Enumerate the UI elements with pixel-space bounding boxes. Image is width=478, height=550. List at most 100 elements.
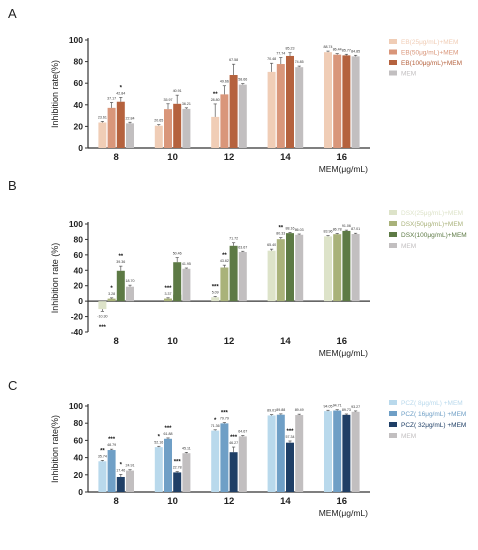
data-label: 77.74 (276, 52, 285, 56)
data-label: 86.78 (333, 227, 342, 231)
x-tick-label: 10 (167, 152, 178, 163)
data-label: 37.17 (107, 96, 116, 100)
significance-marker: ** (118, 254, 123, 260)
data-label: -10.30 (97, 314, 107, 318)
data-label: 40.91 (173, 89, 182, 93)
y-tick-label: 0 (78, 487, 83, 497)
significance-marker: * (120, 85, 123, 91)
significance-marker: *** (164, 426, 172, 432)
bar (295, 67, 304, 148)
bar (324, 411, 332, 492)
chart-panel-b: B -40 -20 0 20 40 60 80 100 Inhibition rate (%) 8 -… (8, 178, 467, 358)
bar (126, 123, 134, 148)
significance-marker: *** (230, 435, 238, 441)
x-tick-label: 16 (337, 336, 348, 347)
bar (351, 56, 360, 148)
bar (164, 298, 172, 302)
bar (276, 414, 285, 492)
legend-swatch (389, 433, 397, 438)
bar (220, 267, 229, 302)
data-label: 87.01 (351, 227, 360, 231)
bar (286, 442, 294, 492)
legend-label: PCZ( 16μg/mL) +MEM (401, 411, 466, 418)
data-label: 94.05 (324, 404, 333, 408)
data-label: 42.84 (116, 91, 125, 95)
data-label: 88.16 (286, 226, 295, 230)
x-axis-label: MEM(μg/mL) (319, 164, 368, 174)
y-tick-label: 60 (74, 78, 84, 88)
bar (238, 436, 247, 492)
data-label: 43.62 (220, 259, 229, 263)
y-tick-label: 100 (69, 35, 83, 45)
data-label: 18.70 (126, 279, 135, 283)
legend-swatch (389, 60, 397, 65)
data-label: 63.67 (238, 245, 247, 249)
significance-marker: *** (286, 429, 294, 435)
y-tick-label: 20 (74, 121, 84, 131)
legend-swatch (389, 221, 397, 226)
legend-label: PCZ( 8μg/mL) +MEM (401, 400, 463, 407)
bar (126, 286, 134, 302)
bar (182, 268, 191, 302)
legend-label: MEM (401, 71, 416, 78)
x-tick-label: 14 (280, 152, 291, 163)
data-label: 52.16 (154, 440, 163, 444)
legend-label: DSX(25μg/mL)+MEM (401, 210, 463, 217)
x-tick-label: 14 (280, 336, 291, 347)
x-tick-label: 10 (167, 336, 178, 347)
y-tick-label: -20 (71, 312, 84, 322)
data-label: 89.01 (267, 409, 276, 413)
data-label: 83.96 (324, 230, 333, 234)
bar (98, 461, 107, 492)
significance-marker: *** (221, 411, 229, 417)
data-label: 79.79 (220, 417, 229, 421)
y-tick-label: 20 (74, 281, 84, 291)
bar (229, 245, 238, 302)
significance-marker: *** (164, 286, 172, 292)
bar (211, 297, 220, 302)
y-tick-label: 100 (69, 219, 83, 229)
y-tick-label: 40 (74, 453, 84, 463)
y-axis-label: Inhibition rate(%) (50, 60, 60, 128)
data-label: 3.37 (165, 292, 172, 296)
x-tick-label: 12 (224, 496, 235, 507)
significance-marker: *** (174, 460, 182, 466)
x-tick-label: 8 (114, 496, 119, 507)
bar (333, 234, 342, 302)
data-label: 64.67 (238, 430, 247, 434)
data-label: 84.85 (351, 49, 360, 53)
bar (107, 450, 116, 492)
bar (324, 52, 332, 149)
bar (333, 410, 342, 492)
bar (295, 415, 304, 492)
data-label: 39.36 (116, 260, 125, 264)
panel-letter: C (8, 378, 17, 393)
data-label: 74.85 (295, 60, 304, 64)
legend-swatch (389, 49, 397, 55)
data-label: 20.65 (154, 119, 163, 123)
y-tick-label: 0 (78, 143, 83, 153)
bar (107, 298, 116, 302)
x-tick-label: 12 (224, 336, 235, 347)
x-tick-label: 16 (337, 496, 348, 507)
bar (342, 414, 351, 492)
data-label: 45.11 (182, 446, 191, 450)
panel-letter: B (8, 178, 17, 193)
bar (173, 472, 182, 492)
bar (98, 122, 107, 148)
bar (229, 452, 238, 492)
x-axis-label: MEM(μg/mL) (319, 348, 368, 358)
y-tick-label: 100 (69, 401, 83, 411)
bar (342, 55, 351, 148)
significance-marker: * (214, 418, 217, 424)
y-tick-label: 80 (74, 57, 84, 67)
bar (276, 239, 285, 302)
x-tick-label: 12 (224, 152, 235, 163)
data-label: 57.34 (286, 435, 295, 439)
data-label: 71.36 (211, 424, 220, 428)
bar (267, 250, 276, 302)
data-label: 61.88 (164, 432, 173, 436)
data-label: 70.48 (267, 57, 276, 61)
